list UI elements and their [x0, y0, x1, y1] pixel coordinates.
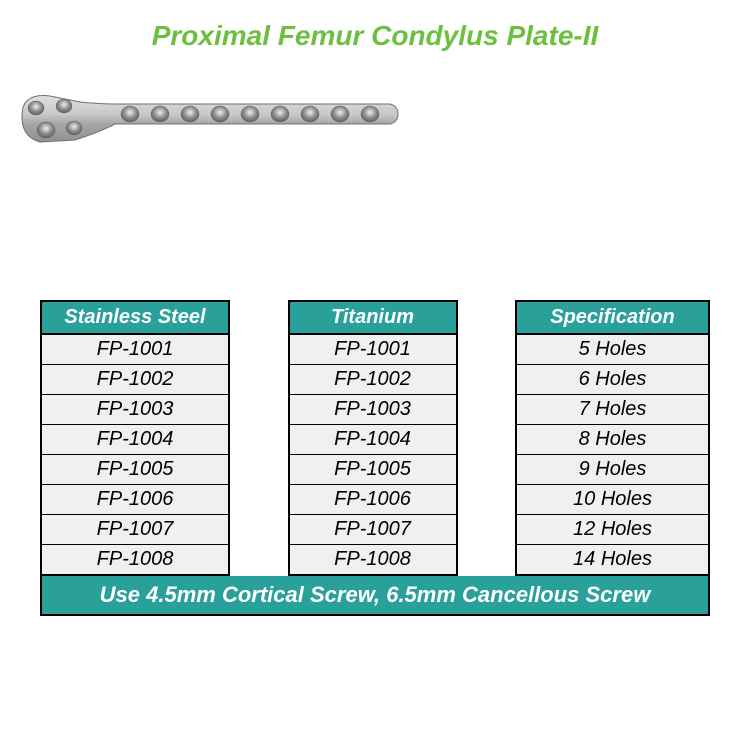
table-row: FP-1004: [41, 425, 229, 455]
table-row: 12 Holes: [516, 515, 709, 545]
stainless-steel-table: Stainless Steel FP-1001 FP-1002 FP-1003 …: [40, 300, 230, 576]
footer-note: Use 4.5mm Cortical Screw, 6.5mm Cancello…: [40, 576, 710, 616]
plate-illustration: [20, 92, 750, 157]
table-row: 9 Holes: [516, 455, 709, 485]
table-row: FP-1002: [41, 365, 229, 395]
stainless-header: Stainless Steel: [41, 301, 229, 334]
titanium-table: Titanium FP-1001 FP-1002 FP-1003 FP-1004…: [288, 300, 458, 576]
table-row: FP-1005: [41, 455, 229, 485]
table-row: FP-1001: [289, 334, 457, 365]
table-row: FP-1003: [41, 395, 229, 425]
table-row: 14 Holes: [516, 545, 709, 576]
table-row: FP-1002: [289, 365, 457, 395]
table-row: FP-1007: [289, 515, 457, 545]
table-row: 5 Holes: [516, 334, 709, 365]
table-row: FP-1003: [289, 395, 457, 425]
table-row: FP-1005: [289, 455, 457, 485]
table-row: FP-1001: [41, 334, 229, 365]
table-row: 8 Holes: [516, 425, 709, 455]
table-row: FP-1008: [289, 545, 457, 576]
specification-table: Specification 5 Holes 6 Holes 7 Holes 8 …: [515, 300, 710, 576]
table-row: 6 Holes: [516, 365, 709, 395]
spec-header: Specification: [516, 301, 709, 334]
table-row: 7 Holes: [516, 395, 709, 425]
page-title: Proximal Femur Condylus Plate-II: [0, 0, 750, 52]
table-row: 10 Holes: [516, 485, 709, 515]
tables-container: Stainless Steel FP-1001 FP-1002 FP-1003 …: [40, 300, 710, 616]
table-row: FP-1006: [289, 485, 457, 515]
table-row: FP-1006: [41, 485, 229, 515]
table-row: FP-1008: [41, 545, 229, 576]
titanium-header: Titanium: [289, 301, 457, 334]
table-row: FP-1004: [289, 425, 457, 455]
tables-row: Stainless Steel FP-1001 FP-1002 FP-1003 …: [40, 300, 710, 576]
table-row: FP-1007: [41, 515, 229, 545]
